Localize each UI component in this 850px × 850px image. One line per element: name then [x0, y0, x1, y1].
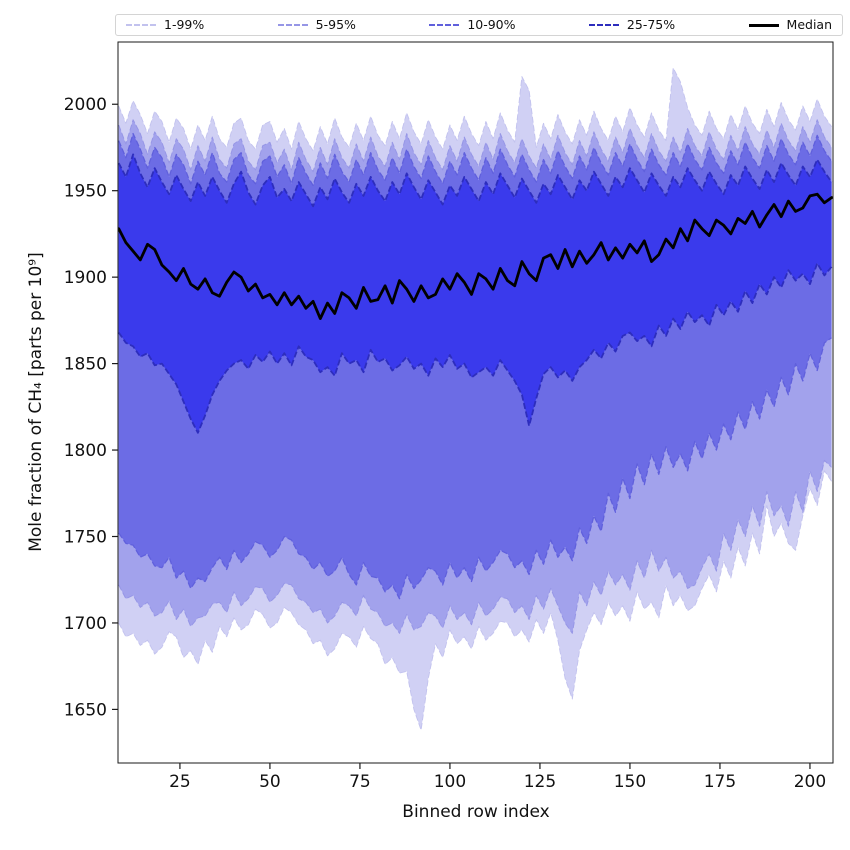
axes: 25 50 75 100 125 150 175 200 1650 1700 1750 1800 185… [64, 95, 826, 792]
legend-item-1-99: 1-99% [126, 16, 205, 32]
legend-line-sample-1-99-icon [126, 24, 156, 26]
x-tick-label: 25 [169, 772, 191, 792]
percentile-line-p01 [118, 470, 832, 731]
percentile-line-p10 [118, 337, 832, 600]
legend-label-5-95: 5-95% [315, 16, 356, 32]
percentile-line-p99 [118, 67, 832, 152]
x-tick-label: 200 [794, 772, 826, 792]
y-tick-label: 1700 [64, 614, 107, 634]
plot-border [117, 41, 834, 764]
legend-line-sample-5-95-icon [277, 24, 308, 26]
x-tick-label: 75 [349, 772, 371, 792]
x-tick-label: 100 [434, 772, 466, 792]
y-tick-label: 1650 [64, 700, 107, 720]
percentile-line-p25 [118, 262, 833, 434]
x-axis-label: Binned row index [402, 802, 550, 822]
y-tick-label: 1850 [64, 355, 107, 375]
percentile-line-p95 [118, 119, 833, 173]
y-tick-label: 1950 [64, 182, 107, 202]
x-tick-label: 50 [259, 772, 281, 792]
legend-line-sample-25-75-icon [588, 24, 619, 26]
y-axis-label: Mole fraction of CH₄ [parts per 10⁹] [26, 252, 46, 552]
percentile-line-p90 [118, 132, 833, 187]
band-fill-25-75% [118, 154, 832, 433]
legend-line-sample-median-icon [748, 23, 779, 27]
legend-item-5-95: 5-95% [277, 16, 356, 32]
legend-label-10-90: 10-90% [467, 16, 516, 32]
legend-item-25-75: 25-75% [588, 16, 676, 32]
x-tick-label: 150 [614, 772, 646, 792]
x-tick-label: 175 [704, 772, 736, 792]
y-tick-label: 2000 [64, 95, 107, 115]
legend-line-sample-10-90-icon [429, 24, 460, 26]
percentile-line-p05 [118, 459, 832, 634]
legend-label-median: Median [786, 16, 832, 32]
percentile-line-p75 [118, 153, 833, 208]
legend-item-10-90: 10-90% [429, 16, 516, 32]
legend-label-1-99: 1-99% [164, 16, 205, 32]
median-line [118, 192, 833, 321]
y-tick-label: 1900 [64, 268, 107, 288]
x-tick-label: 125 [524, 772, 556, 792]
plot-area [118, 67, 833, 731]
legend-label-25-75: 25-75% [626, 16, 676, 32]
legend-item-median: Median [748, 16, 832, 32]
y-tick-label: 1800 [64, 441, 107, 461]
chart-legend: 1-99% 5-95% 10-90% 25-75% Median [115, 14, 843, 36]
y-tick-label: 1750 [64, 527, 107, 547]
